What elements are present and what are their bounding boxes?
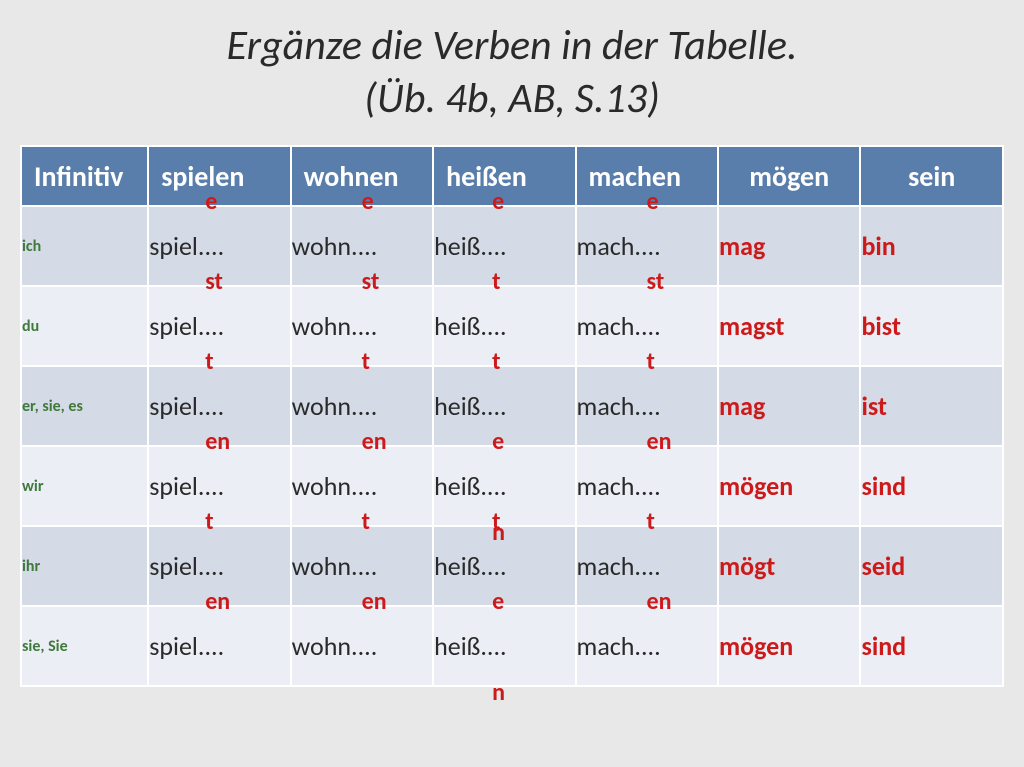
cell-ich-heissen: heiß....e (433, 206, 575, 286)
pronoun-wir: wir (21, 446, 148, 526)
verb-conjugation-table: Infinitiv spielen wohnen heißen machen m… (20, 145, 1004, 687)
cell-du-spielen: spiel....st (148, 286, 290, 366)
row-ich: ich spiel....e wohn....e heiß....e mach.… (21, 206, 1003, 286)
row-wir: wir spiel....en wohn....en heiß....en ma… (21, 446, 1003, 526)
header-infinitiv: Infinitiv (22, 149, 147, 204)
pronoun-sie: sie, Sie (21, 606, 148, 686)
title-line-2: (Üb. 4b, AB, S.13) (20, 73, 1004, 126)
ending-er-machen: t (647, 347, 655, 376)
ending-sie-heissen: e (492, 587, 504, 616)
pronoun-du: du (21, 286, 148, 366)
ending-sie-spielen: en (205, 587, 230, 616)
cell-ihr-mogen: mögt (718, 526, 860, 606)
ending-ich-heissen: e (492, 187, 504, 216)
header-heissen: heißen (434, 149, 574, 204)
row-du: du spiel....st wohn....st heiß....t mach… (21, 286, 1003, 366)
header-mogen: mögen (719, 149, 859, 204)
ending-sie-heissen-n: n (492, 678, 505, 707)
header-row: Infinitiv spielen wohnen heißen machen m… (21, 146, 1003, 206)
row-ihr: ihr spiel....t wohn....t heiß....t mach.… (21, 526, 1003, 606)
cell-er-sein: ist (860, 366, 1003, 446)
cell-ihr-sein: seid (860, 526, 1003, 606)
cell-sie-heissen: heiß....en (433, 606, 575, 686)
ending-ich-spielen: e (205, 187, 217, 216)
cell-sie-wohnen: wohn....en (291, 606, 433, 686)
cell-wir-heissen: heiß....en (433, 446, 575, 526)
cell-wir-sein: sind (860, 446, 1003, 526)
row-er: er, sie, es spiel....t wohn....t heiß...… (21, 366, 1003, 446)
cell-wir-spielen: spiel....en (148, 446, 290, 526)
ending-ich-wohnen: e (362, 187, 374, 216)
ending-wir-spielen: en (205, 427, 230, 456)
cell-ich-mogen: mag (718, 206, 860, 286)
header-spielen: spielen (149, 149, 289, 204)
ending-sie-wohnen: en (362, 587, 387, 616)
ending-ihr-machen: t (647, 507, 655, 536)
ending-ihr-wohnen: t (362, 507, 370, 536)
ending-wir-machen: en (647, 427, 672, 456)
cell-ich-sein: bin (860, 206, 1003, 286)
ending-ihr-spielen: t (205, 507, 213, 536)
ending-wir-heissen: e (492, 427, 504, 456)
ending-du-spielen: st (205, 267, 223, 296)
cell-du-heissen: heiß....t (433, 286, 575, 366)
ending-ihr-heissen: t (492, 507, 500, 536)
ending-wir-wohnen: en (362, 427, 387, 456)
cell-sie-machen: mach....en (576, 606, 718, 686)
header-sein: sein (861, 149, 1002, 204)
ending-er-spielen: t (205, 347, 213, 376)
ending-du-machen: st (647, 267, 665, 296)
pronoun-ich: ich (21, 206, 148, 286)
pronoun-ihr: ihr (21, 526, 148, 606)
ending-er-heissen: t (492, 347, 500, 376)
cell-du-mogen: magst (718, 286, 860, 366)
ending-du-heissen: t (492, 267, 500, 296)
page-title-block: Ergänze die Verben in der Tabelle. (Üb. … (0, 0, 1024, 135)
ending-sie-machen: en (647, 587, 672, 616)
cell-er-mogen: mag (718, 366, 860, 446)
row-sie: sie, Sie spiel....en wohn....en heiß....… (21, 606, 1003, 686)
cell-wir-mogen: mögen (718, 446, 860, 526)
cell-du-sein: bist (860, 286, 1003, 366)
ending-ich-machen: e (647, 187, 659, 216)
ending-du-wohnen: st (362, 267, 380, 296)
cell-ihr-heissen: heiß....t (433, 526, 575, 606)
cell-sie-spielen: spiel....en (148, 606, 290, 686)
cell-er-heissen: heiß....t (433, 366, 575, 446)
title-line-1: Ergänze die Verben in der Tabelle. (20, 20, 1004, 73)
cell-sie-mogen: mögen (718, 606, 860, 686)
cell-sie-sein: sind (860, 606, 1003, 686)
pronoun-er: er, sie, es (21, 366, 148, 446)
ending-er-wohnen: t (362, 347, 370, 376)
